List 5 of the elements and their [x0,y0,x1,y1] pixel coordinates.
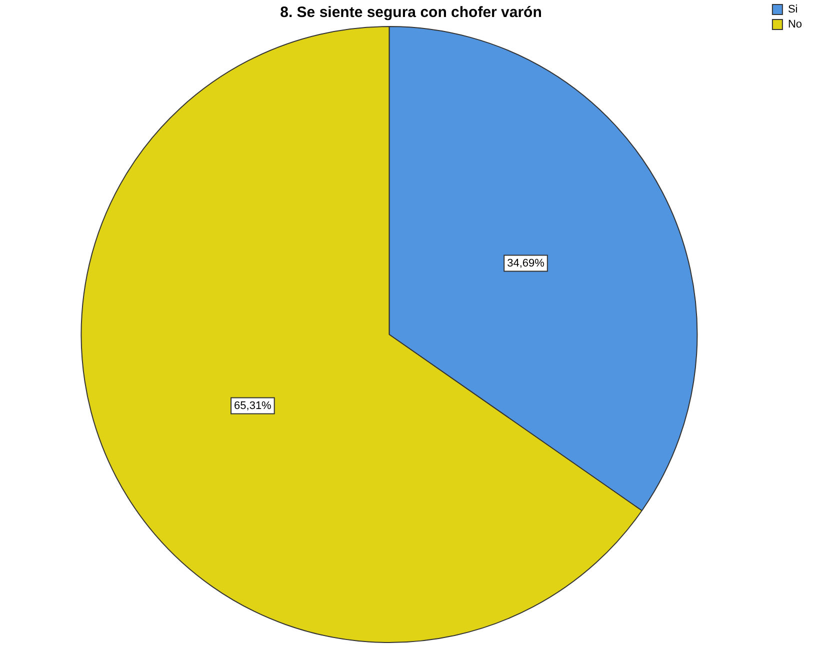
chart-title: 8. Se siente segura con chofer varón [280,4,542,22]
legend-label: No [788,18,802,31]
data-label: 65,31% [234,400,272,412]
data-label: 34,69% [507,257,545,270]
legend-label: Si [788,4,798,16]
